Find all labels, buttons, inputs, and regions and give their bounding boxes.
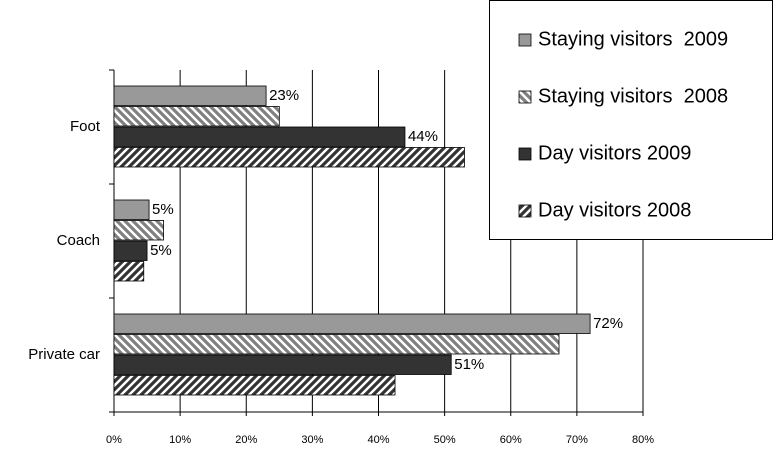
bar [113, 85, 267, 106]
x-tick-label: 0% [106, 434, 122, 446]
legend-marker [518, 204, 532, 218]
value-label: 44% [408, 128, 438, 145]
x-tick-label: 50% [434, 434, 456, 446]
bar [113, 334, 560, 355]
x-tick-label: 70% [566, 434, 588, 446]
bar [113, 199, 150, 220]
bar [113, 354, 452, 375]
value-label: 5% [152, 201, 174, 218]
value-label: 72% [593, 315, 623, 332]
y-tick-label: Private car [28, 346, 100, 363]
value-label: 51% [454, 356, 484, 373]
y-tick-label: Foot [70, 118, 101, 135]
x-tick-label: 20% [235, 434, 257, 446]
legend-marker [518, 147, 532, 161]
legend-label: Staying visitors 2008 [538, 85, 728, 107]
bar [113, 147, 465, 168]
bar [113, 106, 280, 127]
legend-label: Day visitors 2009 [538, 142, 691, 164]
x-tick-label: 60% [500, 434, 522, 446]
legend-label: Day visitors 2008 [538, 199, 691, 221]
y-tick-label: Coach [57, 232, 100, 249]
legend-label: Staying visitors 2009 [538, 28, 728, 50]
bar [113, 220, 164, 241]
value-label: 23% [269, 87, 299, 104]
x-tick-label: 80% [632, 434, 654, 446]
x-tick-label: 40% [367, 434, 389, 446]
legend-marker [518, 33, 532, 47]
bar [113, 375, 396, 396]
legend-marker [518, 90, 532, 104]
legend-box [489, 0, 773, 240]
value-label: 5% [150, 242, 172, 259]
bar [113, 126, 406, 147]
bar [113, 313, 591, 334]
bar [113, 240, 148, 261]
x-tick-label: 10% [169, 434, 191, 446]
x-tick-label: 30% [301, 434, 323, 446]
bar [113, 261, 145, 282]
